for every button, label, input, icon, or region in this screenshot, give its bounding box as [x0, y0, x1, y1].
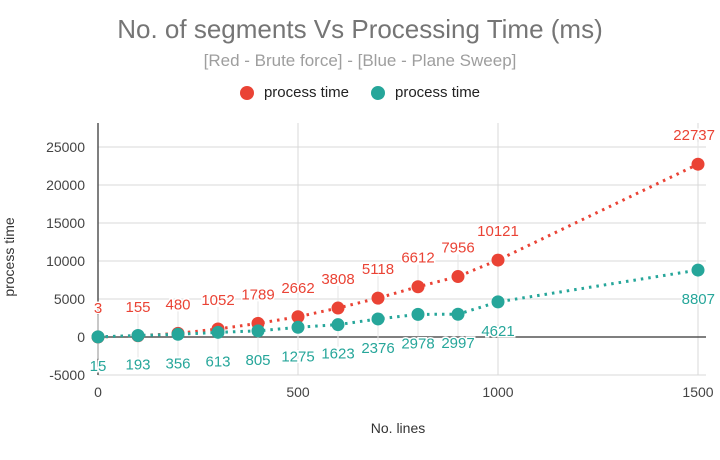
data-label: 10121: [477, 223, 519, 240]
data-label: 7956: [441, 240, 474, 257]
series-0: 3 155 480 1052 1789 2662 3808 5118 6612 795610121…: [91, 126, 717, 344]
legend: process time process time: [0, 84, 720, 101]
data-label: 480: [165, 296, 190, 313]
data-label: 2997: [441, 335, 474, 352]
legend-item-plane-sweep[interactable]: process time: [371, 84, 480, 101]
data-label: 1052: [201, 292, 234, 309]
data-point: [491, 295, 505, 309]
data-label: 6612: [401, 250, 434, 267]
series-line: [97, 268, 699, 339]
data-label: 1275: [281, 348, 314, 365]
data-point: [131, 329, 145, 343]
y-tick-label: 15000: [46, 215, 85, 231]
data-label: 1623: [321, 346, 354, 363]
data-point: [371, 291, 385, 305]
legend-marker-teal: [371, 85, 385, 100]
data-point: [251, 324, 265, 338]
data-point: [491, 253, 505, 267]
legend-label: process time: [263, 84, 349, 101]
data-label: 193: [125, 357, 150, 374]
x-tick-label: 500: [286, 384, 310, 400]
y-tick-label: 0: [77, 329, 85, 345]
data-label: 22737: [673, 127, 715, 144]
x-tick-label: 1500: [682, 384, 713, 400]
y-tick-label: 25000: [46, 139, 85, 155]
chart-subtitle: [Red - Brute force] - [Blue - Plane Swee…: [203, 51, 517, 70]
data-label: 3808: [321, 271, 354, 288]
data-point: [171, 327, 185, 341]
data-point: [291, 310, 305, 324]
data-label: 613: [205, 353, 230, 370]
data-point: [451, 307, 465, 321]
data-label: 4621: [481, 323, 514, 340]
y-tick-label: 20000: [46, 177, 85, 193]
data-point: [451, 270, 465, 284]
series-1: 15 193 356 613 805 1275 1623 2376 2978 2997 4621 88…: [88, 263, 717, 376]
data-label: 5118: [362, 261, 394, 278]
legend-label: process time: [395, 84, 481, 101]
data-label: 2376: [361, 340, 394, 357]
data-label: 3: [94, 300, 102, 317]
y-tick-label: -5000: [49, 367, 85, 383]
y-axis-title: process time: [1, 217, 17, 297]
data-label: 356: [165, 355, 190, 372]
data-label: 805: [245, 352, 270, 369]
x-axis-title: No. lines: [371, 420, 425, 436]
legend-item-brute-force[interactable]: process time: [239, 84, 349, 101]
data-label: 2662: [281, 280, 314, 297]
y-tick-label: 10000: [46, 253, 85, 269]
data-point: [411, 280, 425, 294]
data-point: [211, 325, 225, 339]
legend-marker-red: [239, 85, 254, 100]
data-label: 15: [90, 358, 107, 375]
data-point: [91, 330, 105, 344]
data-point: [331, 318, 345, 332]
x-tick-label: 0: [94, 384, 102, 400]
x-tick-label: 1000: [482, 384, 513, 400]
data-point: [371, 312, 385, 326]
data-label: 2978: [401, 335, 434, 352]
data-point: [291, 320, 305, 334]
data-point: [411, 307, 425, 321]
data-label: 155: [125, 299, 150, 316]
y-tick-label: 5000: [54, 291, 85, 307]
data-point: [691, 157, 705, 171]
data-point: [331, 301, 345, 315]
data-point: [691, 263, 705, 277]
chart-title: No. of segments Vs Processing Time (ms): [117, 14, 603, 44]
data-label: 8807: [682, 291, 715, 308]
data-label: 1789: [241, 286, 274, 303]
